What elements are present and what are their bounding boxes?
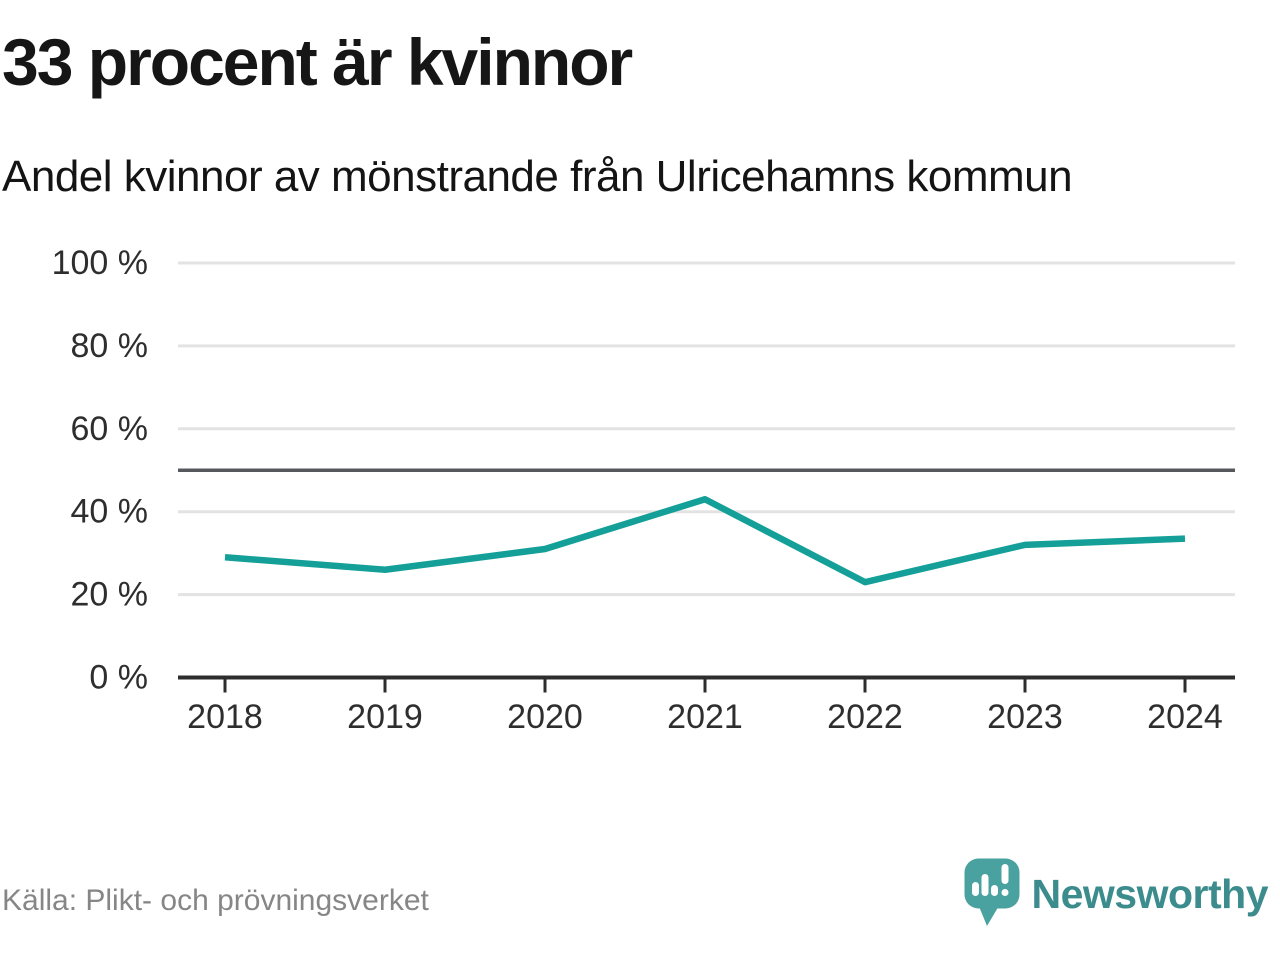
logo-bubble-tail: [977, 904, 1000, 926]
newsworthy-brand: Newsworthy: [964, 858, 1269, 930]
page-subtitle: Andel kvinnor av mönstrande från Ulriceh…: [2, 152, 1073, 201]
x-tick-label: 2024: [1147, 698, 1223, 736]
trend-line: [224, 496, 1186, 586]
y-tick-label: 100 %: [52, 244, 148, 282]
newsworthy-wordmark: Newsworthy: [1031, 870, 1269, 917]
logo-bar-3: [990, 885, 998, 896]
y-tick-label: 60 %: [71, 410, 149, 448]
logo-exclamation-dot: [1001, 889, 1008, 896]
x-tick-label: 2019: [347, 698, 423, 736]
source-note: Källa: Plikt- och prövningsverket: [2, 884, 429, 917]
newsworthy-logo-icon: [964, 858, 1019, 926]
logo-exclamation-bar: [1001, 864, 1008, 884]
y-tick-label: 20 %: [71, 576, 149, 614]
x-tick-label: 2023: [987, 698, 1063, 736]
y-tick-label: 80 %: [71, 327, 149, 365]
page-title: 33 procent är kvinnor: [2, 25, 633, 99]
x-tick-label: 2022: [827, 698, 903, 736]
x-tick-label: 2020: [507, 698, 583, 736]
y-tick-label: 0 %: [89, 659, 148, 697]
x-tick-label: 2018: [187, 698, 263, 736]
logo-bar-2: [981, 874, 988, 896]
logo-bar-1: [971, 882, 979, 896]
y-tick-label: 40 %: [71, 493, 149, 531]
x-tick-label: 2021: [667, 698, 743, 736]
